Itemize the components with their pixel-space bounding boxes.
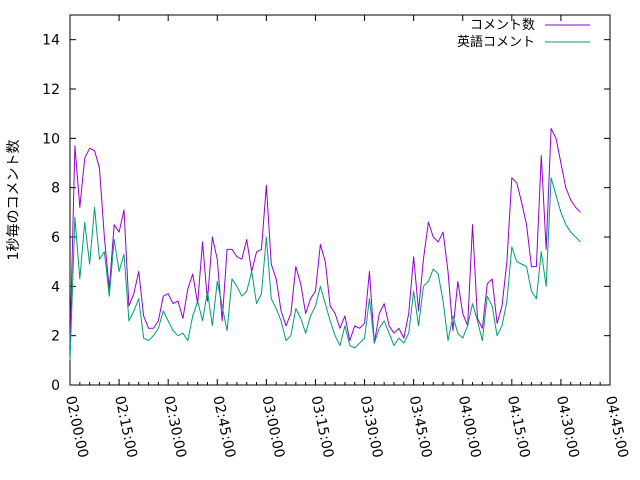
x-tick-label: 02:15:00 [111, 395, 140, 460]
y-tick-label: 2 [51, 329, 60, 345]
y-tick-label: 14 [42, 33, 60, 49]
y-tick-label: 8 [51, 181, 60, 197]
plot-frame [69, 14, 611, 386]
y-tick-label: 12 [42, 82, 60, 98]
x-tick-label: 03:30:00 [357, 395, 386, 460]
y-axis-title: 1秒毎のコメント数 [6, 140, 22, 261]
y-tick-label: 0 [51, 378, 60, 394]
y-axis-ticks: 0 2 4 6 8 10 12 14 [42, 33, 610, 394]
series-line [69, 127, 581, 346]
legend-label: コメント数 [470, 18, 535, 33]
x-tick-label: 04:45:00 [602, 395, 631, 460]
x-tick-label: 02:00:00 [62, 395, 91, 460]
y-tick-label: 6 [51, 230, 60, 246]
x-tick-label: 03:15:00 [308, 395, 337, 460]
x-tick-label: 02:45:00 [209, 395, 238, 460]
x-tick-label: 04:00:00 [455, 395, 484, 460]
series-layer [69, 127, 581, 361]
x-tick-label: 04:15:00 [504, 395, 533, 460]
x-tick-label: 03:00:00 [258, 395, 287, 460]
series-line [69, 177, 581, 361]
x-tick-label: 02:30:00 [160, 395, 189, 460]
legend-label: 英語コメント [457, 34, 535, 50]
y-tick-label: 10 [42, 131, 60, 147]
x-tick-label: 03:45:00 [406, 395, 435, 460]
y-tick-label: 4 [51, 279, 60, 295]
x-tick-label: 04:30:00 [553, 395, 582, 460]
